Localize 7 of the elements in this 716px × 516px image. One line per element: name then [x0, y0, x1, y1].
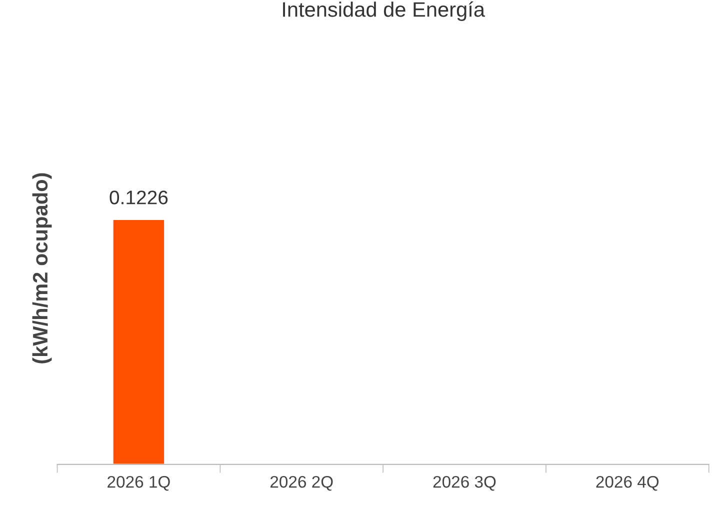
x-tick-label: 2026 2Q — [270, 476, 333, 491]
x-tick-label: 2026 4Q — [596, 476, 659, 491]
y-axis-title: (kW/h/m2 ocupado) — [32, 173, 52, 364]
chart-title: Intensidad de Energía — [283, 1, 485, 22]
data-label: 0.1226 — [110, 190, 168, 204]
x-tick-label: 2026 3Q — [433, 476, 496, 491]
x-tick-label: 2026 1Q — [108, 476, 170, 491]
